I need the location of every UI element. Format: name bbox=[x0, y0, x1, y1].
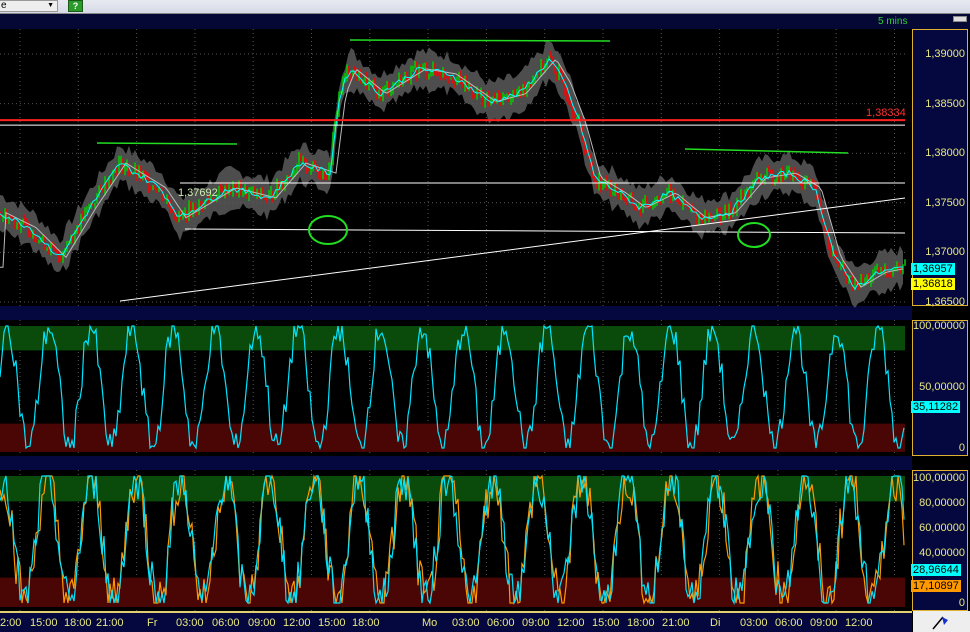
time-tick-label: 12:00 bbox=[845, 617, 873, 629]
time-tick-label: 18:00 bbox=[64, 617, 92, 629]
price-tick-label: 1,36500 bbox=[925, 296, 965, 308]
time-tick-label: 09:00 bbox=[810, 617, 838, 629]
horizontal-line bbox=[184, 228, 906, 234]
price-tick-label: 1,38000 bbox=[925, 147, 965, 160]
osc2-tick-label: 60,00000 bbox=[919, 522, 965, 534]
time-tick-label: 03:00 bbox=[452, 617, 480, 629]
green-level-line bbox=[684, 148, 849, 154]
osc2-tick-label: 100,00000 bbox=[913, 472, 965, 484]
time-tick-label: 12:00 bbox=[283, 617, 311, 629]
osc2-tick-label: 40,00000 bbox=[919, 547, 965, 559]
time-tick-label: 06:00 bbox=[487, 617, 515, 629]
time-tick-label: 21:00 bbox=[662, 617, 690, 629]
chart-price-label: 1,37692 bbox=[178, 187, 218, 199]
price-tick-label: 1,37000 bbox=[925, 246, 965, 259]
time-tick-label: 15:00 bbox=[592, 617, 620, 629]
red-level-label: 1,38334 bbox=[866, 107, 906, 119]
minimize-button[interactable] bbox=[953, 16, 967, 22]
time-tick-label: 09:00 bbox=[248, 617, 276, 629]
help-button[interactable]: ? bbox=[68, 0, 83, 12]
time-tick-label: 15:00 bbox=[30, 617, 58, 629]
time-tick-label: 2:00 bbox=[0, 617, 22, 629]
osc2-tick-label: 0 bbox=[958, 597, 965, 609]
osc1-value-tag: 35,11282 bbox=[911, 401, 961, 414]
time-tick-label: 06:00 bbox=[775, 617, 803, 629]
osc1-tick-label: 50,00000 bbox=[919, 381, 965, 393]
osc1-tick-label: 100,00000 bbox=[913, 320, 965, 332]
bid-price-tag: 1,36957 bbox=[911, 263, 955, 275]
trend-line bbox=[119, 197, 906, 302]
green-level-line bbox=[349, 39, 611, 42]
price-tick-label: 1,38500 bbox=[925, 97, 965, 110]
flag-pointer-icon[interactable] bbox=[913, 611, 970, 632]
time-tick-label: 06:00 bbox=[212, 617, 240, 629]
price-axis[interactable] bbox=[912, 29, 968, 306]
corner-panel bbox=[913, 611, 970, 632]
ask-price-tag: 1,36818 bbox=[911, 278, 955, 290]
osc1-overbought-zone bbox=[0, 326, 905, 351]
time-tick-label: Fr bbox=[147, 617, 158, 629]
osc1-line bbox=[0, 324, 905, 451]
pane-separator bbox=[0, 456, 912, 470]
symbol-dropdown[interactable]: e ▼ bbox=[0, 0, 58, 12]
osc2-value-tag: 28,96644 bbox=[911, 564, 961, 576]
time-tick-label: 18:00 bbox=[627, 617, 655, 629]
osc1-axis[interactable] bbox=[912, 320, 968, 456]
price-tick-label: 1,37500 bbox=[925, 196, 965, 209]
osc2-line bbox=[0, 473, 905, 606]
toolbar: e ▼ ? bbox=[0, 0, 970, 14]
circle-annotation bbox=[737, 222, 771, 248]
chevron-down-icon: ▼ bbox=[47, 2, 54, 9]
circle-annotation bbox=[308, 215, 348, 245]
osc2-tick-label: 80,00000 bbox=[919, 497, 965, 509]
time-tick-label: 09:00 bbox=[522, 617, 550, 629]
slow-ma-line bbox=[0, 59, 904, 288]
price-tick-label: 1,39000 bbox=[925, 48, 965, 60]
osc1-tick-label: 0 bbox=[958, 442, 965, 454]
pane-separator bbox=[0, 306, 912, 320]
time-tick-label: 18:00 bbox=[352, 617, 380, 629]
green-level-line bbox=[96, 142, 238, 145]
osc2-value-tag: 17,10897 bbox=[911, 580, 961, 592]
time-tick-label: 21:00 bbox=[96, 617, 124, 629]
time-tick-label: 03:00 bbox=[740, 617, 768, 629]
osc2-oversold-zone bbox=[0, 577, 905, 607]
time-axis[interactable]: 2:00 15:00 18:00 21:00 Fr 03:00 06:00 09:00 12:0… bbox=[0, 611, 912, 632]
time-tick-label: 15:00 bbox=[318, 617, 346, 629]
time-tick-label: 12:00 bbox=[557, 617, 585, 629]
time-tick-label: Mo bbox=[422, 617, 438, 629]
interval-label: 5 mins bbox=[878, 16, 908, 27]
dropdown-value: e bbox=[1, 0, 7, 11]
chart-canvas[interactable]: 1,37692 1,38334 bbox=[0, 0, 912, 611]
fast-ma-line bbox=[0, 58, 904, 290]
time-tick-label: 03:00 bbox=[176, 617, 204, 629]
chart-header: 5 mins bbox=[0, 14, 970, 29]
time-tick-label: Di bbox=[710, 617, 721, 629]
